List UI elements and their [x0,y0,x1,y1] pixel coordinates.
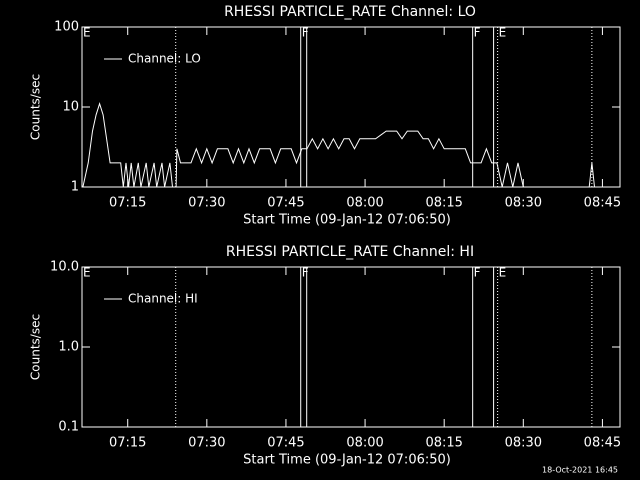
x-tick-label: 07:15 [109,436,146,451]
x-tick-label: 07:30 [188,436,225,451]
y-tick-label: 1.0 [58,340,79,355]
event-label: F [302,266,309,280]
y-tick-label: 10.0 [50,260,79,275]
x-tick-label: 08:30 [505,196,542,211]
y-tick-label: 100 [54,20,79,35]
y-tick-label: 0.1 [58,420,79,435]
x-tick-label: 08:00 [346,436,383,451]
x-tick-label: 08:15 [425,196,462,211]
data-line [82,102,608,188]
y-tick-label: 1 [71,180,79,195]
event-label: E [499,26,507,40]
legend-label: Channel: HI [128,292,198,306]
y-tick-label: 10 [62,100,79,115]
event-label: E [83,266,91,280]
x-tick-label: 07:45 [267,196,304,211]
event-label: F [302,26,309,40]
y-axis-label: Counts/sec [29,74,43,140]
x-axis-label: Start Time (09-Jan-12 07:06:50) [243,453,451,468]
y-axis-label: Counts/sec [29,314,43,380]
chart-title: RHESSI PARTICLE_RATE Channel: LO [224,4,476,20]
x-axis-label: Start Time (09-Jan-12 07:06:50) [243,213,451,228]
event-label: F [474,26,481,40]
footer: 18-Oct-2021 16:45 [542,466,618,475]
x-tick-label: 07:45 [267,436,304,451]
x-tick-label: 08:30 [505,436,542,451]
x-tick-label: 08:45 [584,196,621,211]
x-tick-label: 08:00 [346,196,383,211]
event-label: E [83,26,91,40]
x-tick-label: 08:15 [425,436,462,451]
x-tick-label: 07:30 [188,196,225,211]
x-tick-label: 07:15 [109,196,146,211]
legend-label: Channel: LO [128,52,201,66]
chart-title: RHESSI PARTICLE_RATE Channel: HI [226,244,474,260]
x-tick-label: 08:45 [584,436,621,451]
event-label: E [499,266,507,280]
event-label: F [474,266,481,280]
